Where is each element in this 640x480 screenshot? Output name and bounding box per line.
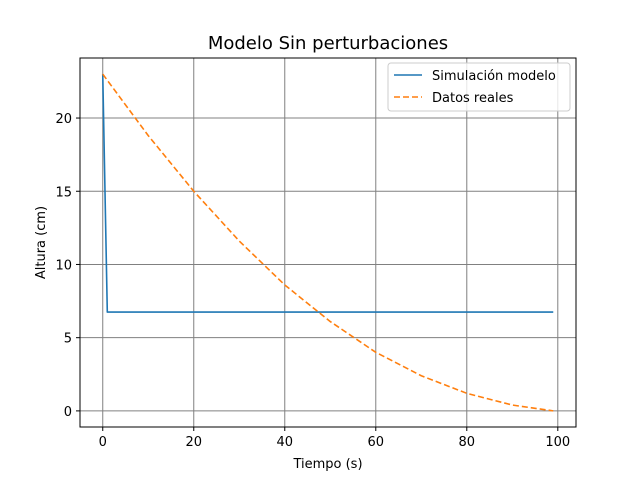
x-tick-label: 60 [368, 435, 385, 450]
plot-frame [79, 57, 577, 428]
y-axis-label: Altura (cm) [34, 206, 49, 279]
axis-ticks: 0 20 40 60 80 100 0 5 10 15 20 [55, 112, 570, 450]
legend-label-simulacion: Simulación modelo [432, 69, 556, 84]
y-tick-label: 5 [64, 332, 72, 347]
y-tick-label: 10 [55, 258, 72, 273]
y-tick-label: 15 [55, 185, 72, 200]
legend-frame [387, 62, 571, 112]
x-axis-label: Tiempo (s) [292, 457, 362, 472]
legend-label-datos-reales: Datos reales [432, 91, 514, 106]
x-tick-label: 20 [185, 435, 202, 450]
x-tick-label: 40 [276, 435, 293, 450]
x-tick-label: 0 [99, 435, 107, 450]
chart-title: Modelo Sin perturbaciones [208, 33, 448, 54]
y-tick-label: 0 [64, 405, 72, 420]
grid-lines [80, 58, 576, 427]
y-tick-label: 20 [55, 112, 72, 127]
series-line-simulacion-modelo [101, 74, 554, 313]
legend: Simulación modelo Datos reales [387, 62, 571, 112]
series-line-datos-reales [102, 73, 554, 412]
x-tick-label: 100 [545, 435, 570, 450]
plot-series [101, 73, 554, 412]
x-tick-label: 80 [459, 435, 476, 450]
